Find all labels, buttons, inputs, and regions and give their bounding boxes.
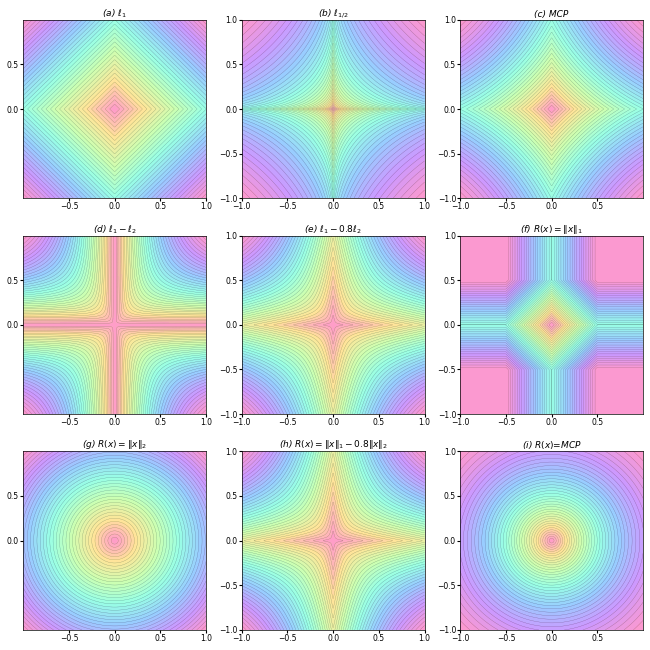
Title: (h) $R(x) = \|x\|_1 - 0.8\|x\|_2$: (h) $R(x) = \|x\|_1 - 0.8\|x\|_2$ <box>279 438 387 451</box>
Title: (b) $\ell_{1/2}$: (b) $\ell_{1/2}$ <box>318 7 348 20</box>
Title: (i) $R(x)$=MCP: (i) $R(x)$=MCP <box>522 439 582 451</box>
Title: (c) MCP: (c) MCP <box>534 10 569 19</box>
Title: (e) $\ell_1 - 0.8\ell_2$: (e) $\ell_1 - 0.8\ell_2$ <box>304 223 362 235</box>
Title: (a) $\ell_1$: (a) $\ell_1$ <box>102 7 127 20</box>
Title: (g) $R(x) = \|x\|_2$: (g) $R(x) = \|x\|_2$ <box>82 438 147 451</box>
Title: (f) $R(x) = \|x\|_1$: (f) $R(x) = \|x\|_1$ <box>520 222 583 235</box>
Title: (d) $\ell_1 - \ell_2$: (d) $\ell_1 - \ell_2$ <box>93 223 136 235</box>
